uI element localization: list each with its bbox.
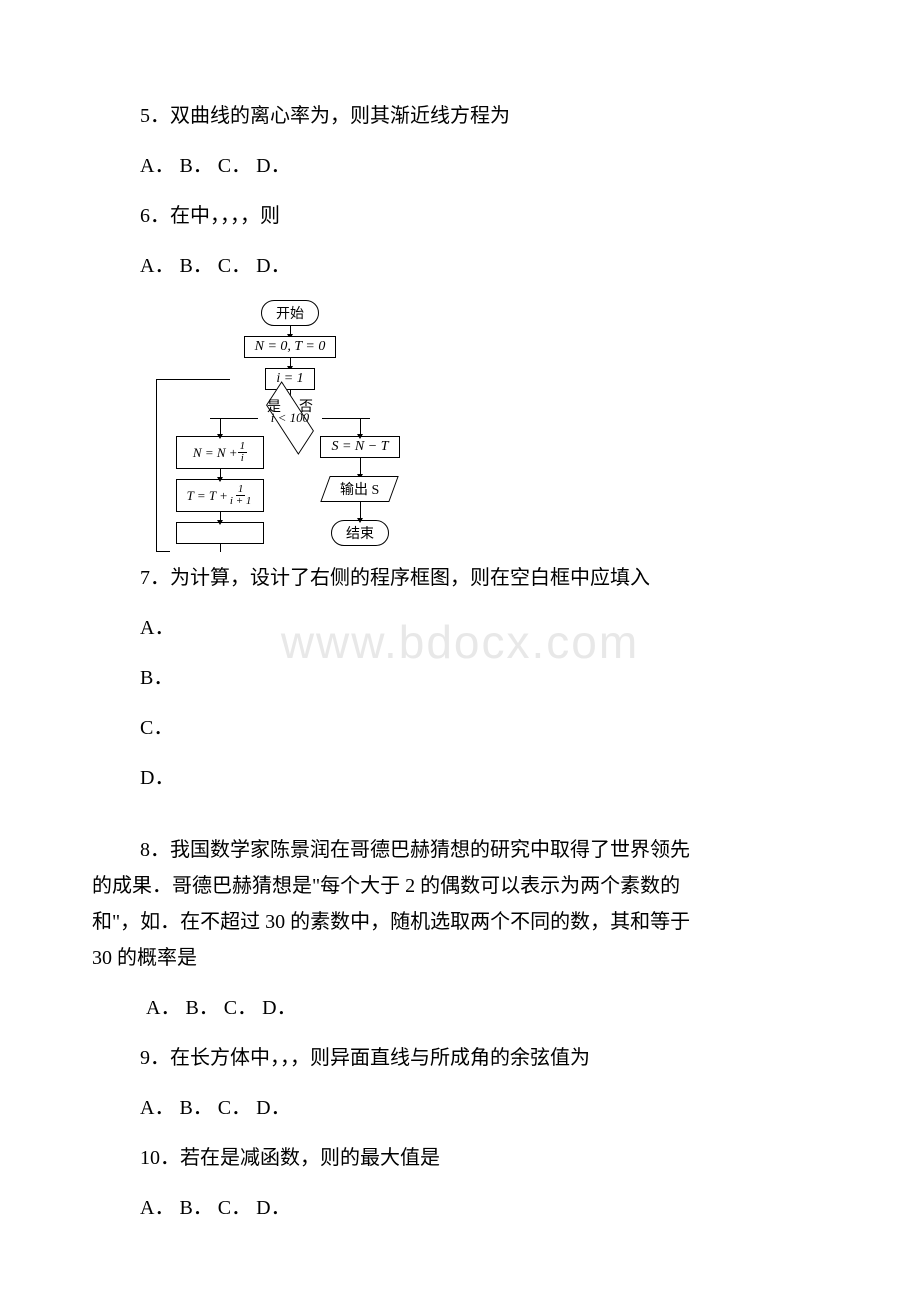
q10-options: A． B． C． D． xyxy=(140,1192,780,1224)
q8-line4: 30 的概率是 xyxy=(92,942,780,974)
fc-empty-box xyxy=(176,522,264,544)
fc-init: N = 0, T = 0 xyxy=(244,336,337,358)
q9-options: A． B． C． D． xyxy=(140,1092,780,1124)
fc-init-i: i = 1 xyxy=(265,368,314,390)
fc-start: 开始 xyxy=(261,300,319,326)
q6-options: A． B． C． D． xyxy=(140,250,780,282)
fc-left-box-2: T = T + 1i + 1 xyxy=(176,479,264,512)
q7-optD: D． xyxy=(140,762,780,794)
fc-right-calc: S = N − T xyxy=(320,436,399,458)
q8-line3: 和"，如．在不超过 30 的素数中，随机选取两个不同的数，其和等于 xyxy=(92,906,780,938)
q7-optC: C． xyxy=(140,712,780,744)
content-wrapper: 5．双曲线的离心率为，则其渐近线方程为 A． B． C． D． 6．在中，，，，… xyxy=(140,100,780,1224)
fc-left-box-1: N = N + 1i xyxy=(176,436,264,469)
q7-optA: A． xyxy=(140,612,780,644)
fc-end: 结束 xyxy=(331,520,389,546)
q7-optB: B． xyxy=(140,662,780,694)
q8-line1: 8．我国数学家陈景润在哥德巴赫猜想的研究中取得了世界领先 xyxy=(140,834,780,866)
q6-text: 6．在中，，，，则 xyxy=(140,200,780,232)
q8-line2: 的成果．哥德巴赫猜想是"每个大于 2 的偶数可以表示为两个素数的 xyxy=(92,870,780,902)
q7-text: 7．为计算，设计了右侧的程序框图，则在空白框中应填入 xyxy=(140,562,780,594)
fc-output: 输出 S xyxy=(321,476,400,502)
q9-text: 9．在长方体中，，，则异面直线与所成角的余弦值为 xyxy=(140,1042,780,1074)
q8-options: A． B． C． D． xyxy=(140,992,780,1024)
q10-text: 10．若在是减函数，则的最大值是 xyxy=(140,1142,780,1174)
flowchart: 开始 N = 0, T = 0 i = 1 i < 100 是 否 xyxy=(170,300,410,552)
q5-text: 5．双曲线的离心率为，则其渐近线方程为 xyxy=(140,100,780,132)
q8-block: 8．我国数学家陈景润在哥德巴赫猜想的研究中取得了世界领先 的成果．哥德巴赫猜想是… xyxy=(140,834,780,974)
q5-options: A． B． C． D． xyxy=(140,150,780,182)
fc-decision: i < 100 是 否 xyxy=(247,400,333,436)
